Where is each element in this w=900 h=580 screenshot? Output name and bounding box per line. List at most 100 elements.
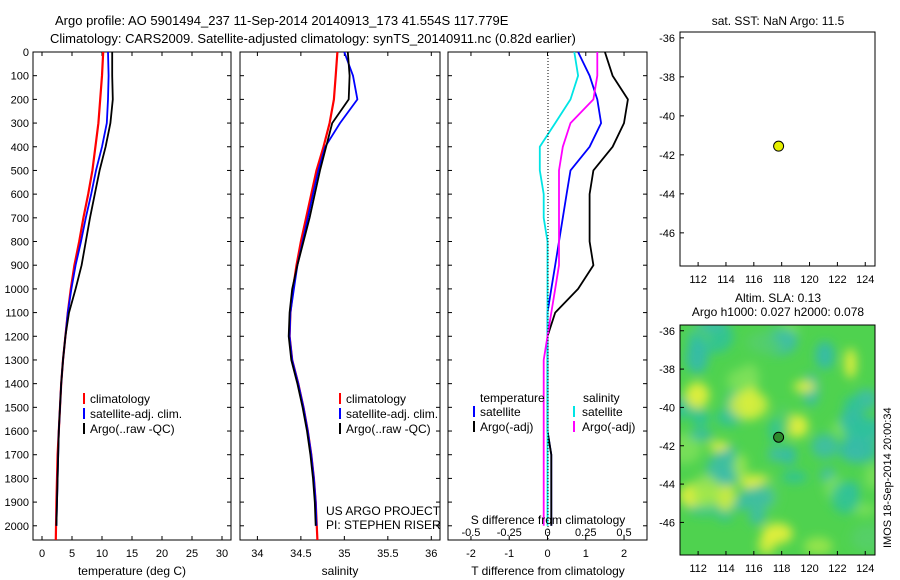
legend-argo: Argo(..raw -QC) [90, 422, 175, 436]
s-tick-label: -0.25 [497, 527, 522, 539]
map-x-tick-label: 116 [745, 274, 763, 286]
map-y-tick-label: -38 [659, 72, 675, 84]
difference-xlabel: T difference from climatology [471, 564, 625, 578]
series-line [542, 52, 599, 526]
map-y-tick-label: -40 [659, 111, 675, 123]
depth-tick-label: 1200 [5, 331, 29, 343]
series-line [546, 51, 629, 526]
credit-line1: US ARGO PROJECT [326, 504, 441, 518]
depth-tick-label: 2000 [5, 521, 29, 533]
x-tick-label: 10 [96, 548, 108, 560]
x-tick-label: 34 [251, 548, 263, 560]
x-tick-label: 15 [126, 548, 138, 560]
map-y-tick-label: -36 [659, 326, 675, 338]
series-line [55, 52, 114, 526]
x-tick-label: 0 [39, 548, 45, 560]
sst-title: sat. SST: NaN Argo: 11.5 [712, 14, 845, 28]
depth-tick-label: 200 [11, 94, 29, 106]
depth-tick-label: 700 [11, 213, 29, 225]
difference-legend: temperature salinity satellite Argo(-adj… [473, 391, 635, 434]
legend-salinity-heading: salinity [583, 391, 620, 405]
legend-satellite: satellite-adj. clim. [346, 407, 438, 421]
x-tick-label: 25 [186, 548, 198, 560]
map-x-tick-label: 116 [745, 563, 763, 575]
depth-tick-label: 1900 [5, 497, 29, 509]
series-line [287, 51, 351, 526]
depth-tick-label: 1700 [5, 450, 29, 462]
x-tick-label: 36 [425, 548, 437, 560]
legend-climatology: climatology [346, 392, 406, 406]
map-x-tick-label: 122 [828, 274, 846, 286]
map-x-tick-label: 122 [828, 563, 846, 575]
map-x-tick-label: 112 [689, 274, 707, 286]
credit-line2: PI: STEPHEN RISER [326, 518, 441, 532]
x-tick-label: 0 [544, 548, 550, 560]
depth-tick-label: 500 [11, 165, 29, 177]
map-x-tick-label: 124 [856, 563, 874, 575]
x-tick-label: -2 [466, 548, 476, 560]
temperature-xlabel: temperature (deg C) [78, 564, 186, 578]
temperature-panel [32, 51, 232, 541]
sla-timestamp: IMOS 18-Sep-2014 20:00:34 [882, 407, 894, 548]
map-x-tick-label: 114 [717, 563, 735, 575]
map-y-tick-label: -36 [659, 33, 675, 45]
depth-tick-label: 1100 [5, 308, 29, 320]
map-y-tick-label: -42 [659, 150, 675, 162]
map-x-tick-label: 118 [773, 563, 791, 575]
legend-climatology: climatology [90, 392, 150, 406]
x-tick-label: 35.5 [377, 548, 398, 560]
sla-title-line2: Argo h1000: 0.027 h2000: 0.078 [692, 305, 864, 319]
header-line2: Climatology: CARS2009. Satellite-adjuste… [50, 31, 576, 46]
depth-tick-label: 0 [23, 47, 29, 59]
depth-tick-label: 1500 [5, 402, 29, 414]
float-position-marker [773, 140, 785, 152]
x-tick-label: 35 [338, 548, 350, 560]
depth-tick-label: 100 [11, 71, 29, 83]
map-x-tick-label: 118 [773, 274, 791, 286]
header-line1: Argo profile: AO 5901494_237 11-Sep-2014… [55, 13, 509, 28]
float-position-marker [773, 431, 785, 443]
map-y-tick-label: -42 [659, 441, 675, 453]
depth-tick-label: 1000 [5, 284, 29, 296]
salinity-panel [239, 51, 441, 541]
map-y-tick-label: -44 [659, 189, 675, 201]
x-tick-label: 30 [216, 548, 228, 560]
legend-s-satellite: satellite [582, 405, 623, 419]
map-y-tick-label: -46 [659, 517, 675, 529]
map-x-tick-label: 120 [800, 274, 818, 286]
legend-t-satellite: satellite [480, 405, 521, 419]
x-tick-label: 2 [621, 548, 627, 560]
temperature-legend: climatology satellite-adj. clim. Argo(..… [83, 392, 182, 436]
legend-temperature-heading: temperature [480, 391, 545, 405]
depth-tick-label: 1400 [5, 379, 29, 391]
depth-tick-label: 900 [11, 260, 29, 272]
legend-t-argo: Argo(-adj) [480, 420, 533, 434]
depth-tick-label: 1600 [5, 426, 29, 438]
x-tick-label: 1 [583, 548, 589, 560]
s-tick-label: -0.5 [461, 527, 480, 539]
x-tick-label: 5 [69, 548, 75, 560]
x-tick-label: 20 [156, 548, 168, 560]
s-tick-label: 0.5 [616, 527, 631, 539]
depth-tick-label: 1800 [5, 473, 29, 485]
salinity-legend: climatology satellite-adj. clim. Argo(..… [326, 392, 441, 532]
difference-xlabel-top: S difference from climatology [471, 513, 626, 527]
depth-tick-label: 400 [11, 142, 29, 154]
map-y-tick-label: -38 [659, 364, 675, 376]
series-line [538, 51, 579, 526]
depth-tick-label: 1300 [5, 355, 29, 367]
map-x-tick-label: 114 [717, 274, 735, 286]
map-y-tick-label: -44 [659, 479, 675, 491]
sla-title-line1: Altim. SLA: 0.13 [735, 291, 821, 305]
map-x-tick-label: 112 [689, 563, 707, 575]
salinity-xlabel: salinity [322, 564, 359, 578]
depth-tick-label: 800 [11, 237, 29, 249]
legend-argo: Argo(..raw -QC) [346, 422, 431, 436]
map-x-tick-label: 120 [800, 563, 818, 575]
x-tick-label: 34.5 [290, 548, 311, 560]
map-x-tick-label: 124 [856, 274, 874, 286]
s-tick-label: 0.25 [575, 527, 596, 539]
map-y-tick-label: -46 [659, 228, 675, 240]
depth-tick-label: 600 [11, 189, 29, 201]
